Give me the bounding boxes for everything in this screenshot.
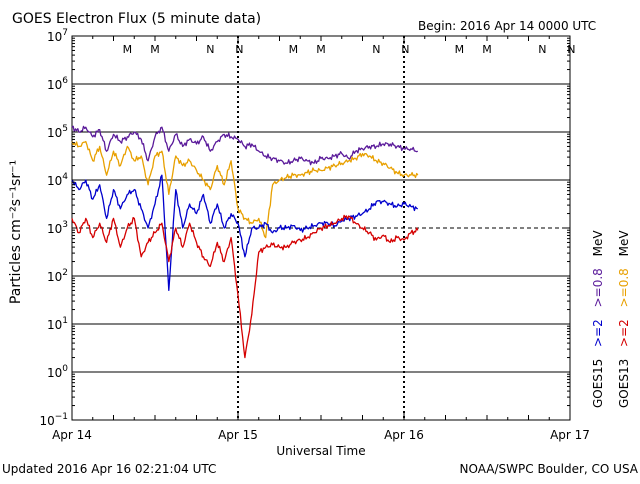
series-line-goes13-2-mev [71,214,419,359]
chart-title: GOES Electron Flux (5 minute data) [12,11,261,27]
legend-unit: MeV [617,230,631,257]
begin-label: Begin: 2016 Apr 14 0000 UTC [418,19,596,33]
mn-marker: M [482,43,492,56]
x-axis-ticks: Apr 14 Apr 15 Apr 16 Apr 17 [52,36,590,442]
updated-label: Updated 2016 Apr 16 02:21:04 UTC [2,462,216,476]
legend-goes15-name: GOES15 [591,359,605,408]
x-tick-label: Apr 16 [384,428,424,442]
series-line-goes15-0-8-mev [71,125,419,166]
mn-marker: N [567,43,575,56]
y-tick-label: 104 [47,172,68,188]
y-tick-label: 107 [47,28,68,44]
mn-marker: M [316,43,326,56]
legend-goes13-ge2: >=2 [617,319,631,347]
y-tick-label: 10−1 [39,412,68,428]
mn-marker: M [289,43,299,56]
grid-lines [72,36,570,420]
y-tick-label: 101 [47,316,68,332]
mn-marker: M [150,43,160,56]
x-axis-label: Universal Time [276,444,365,458]
mn-marker: N [235,43,243,56]
mn-marker: M [123,43,133,56]
legend-unit: MeV [591,230,605,257]
legend-goes15-ge2: >=2 [591,319,605,347]
series-line-goes13-0-8-mev [71,140,419,239]
legend-goes15: GOES15 >=2 >=0.8 MeV [591,230,605,408]
mn-marker: N [538,43,546,56]
mn-marker: N [401,43,409,56]
mn-marker: M [455,43,465,56]
legend-goes13: GOES13 >=2 >=0.8 MeV [617,230,631,408]
y-tick-label: 102 [47,268,68,284]
y-axis-label: Particles cm⁻²s⁻¹sr⁻¹ [8,160,24,304]
legend-goes15-ge08: >=0.8 [591,268,605,307]
series-line-goes15-2-mev [71,174,419,292]
legend-goes13-ge08: >=0.8 [617,268,631,307]
mn-marker: N [372,43,380,56]
x-tick-label: Apr 15 [218,428,258,442]
y-axis-ticks: 107 106 105 104 103 102 101 100 10−1 [39,28,570,428]
x-tick-label: Apr 17 [550,428,590,442]
mn-marker: N [206,43,214,56]
legend: GOES15 >=2 >=0.8 MeV GOES13 >=2 >=0.8 Me… [591,230,631,408]
y-tick-label: 106 [47,76,68,92]
x-tick-label: Apr 14 [52,428,92,442]
credit-label: NOAA/SWPC Boulder, CO USA [460,462,639,476]
series-group [71,125,419,359]
y-tick-label: 105 [47,124,68,140]
legend-goes13-name: GOES13 [617,359,631,408]
y-tick-label: 100 [47,364,68,380]
y-tick-label: 103 [47,220,68,236]
